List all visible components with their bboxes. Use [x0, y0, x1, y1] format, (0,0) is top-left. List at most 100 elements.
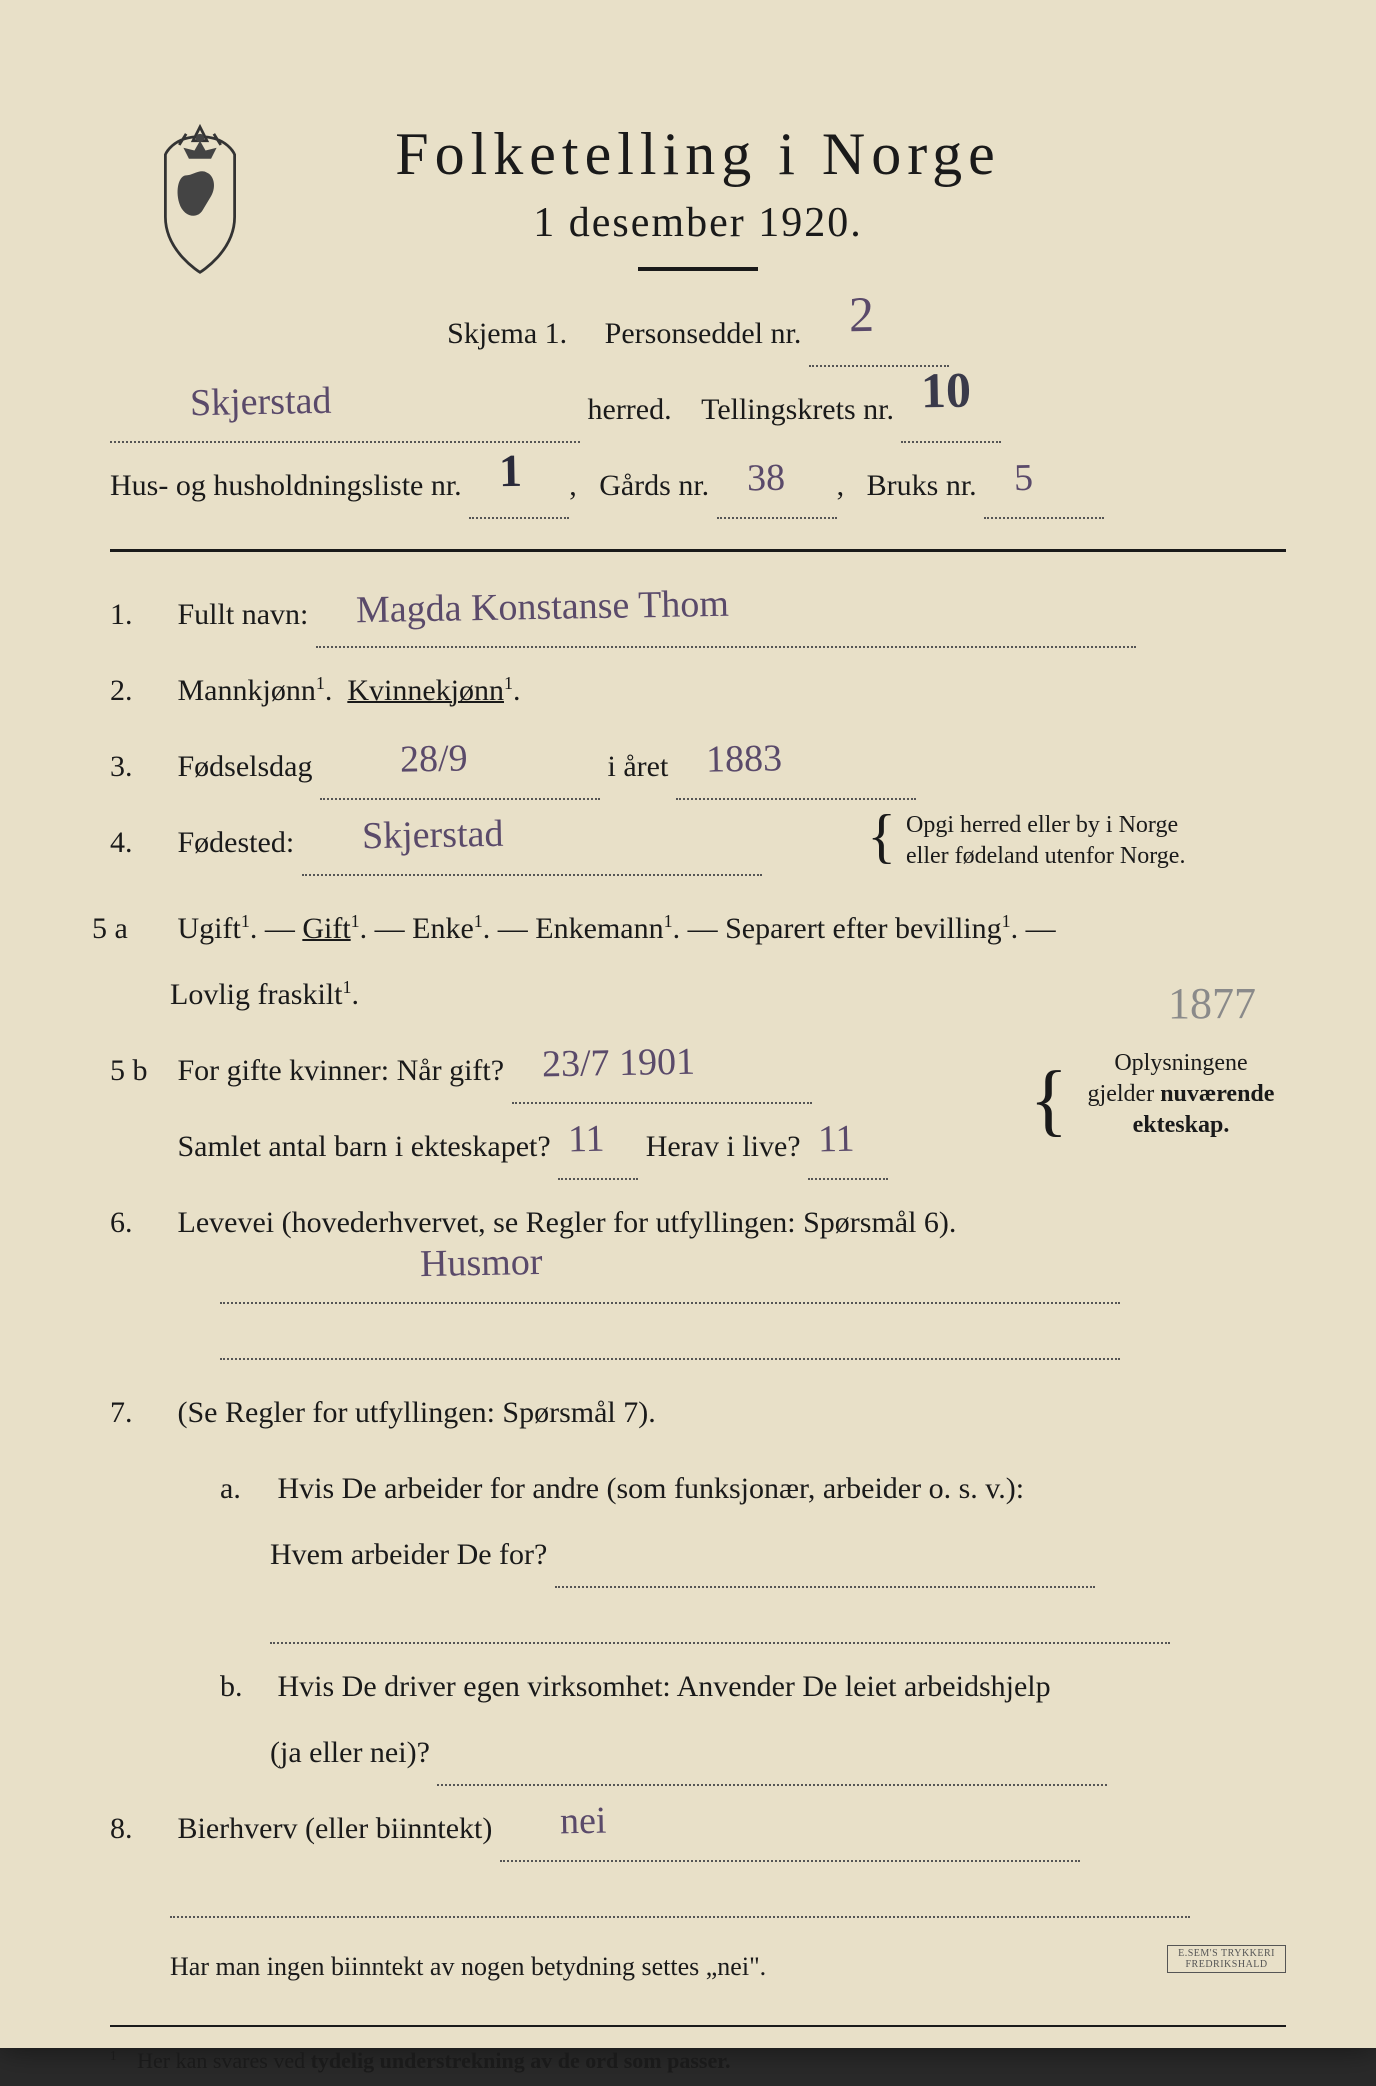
q7a-label1: Hvis De arbeider for andre (som funksjon…	[278, 1472, 1025, 1505]
q3-year: 1883	[705, 718, 782, 803]
footnote-num: 1	[110, 2048, 117, 2063]
q1-num: 1.	[110, 582, 170, 648]
q6-label: Levevei (hovederhvervet, se Regler for u…	[178, 1206, 957, 1239]
q4-side-b: eller fødeland utenfor Norge.	[906, 843, 1185, 869]
q3-num: 3.	[110, 734, 170, 800]
sup-5a-2: 1	[351, 911, 360, 931]
q5a-opt3: Enke	[412, 912, 474, 945]
personseddel-label: Personseddel nr.	[605, 317, 802, 350]
main-title: Folketelling i Norge	[110, 120, 1286, 189]
q1-value: Magda Konstanse Thom	[355, 563, 729, 653]
q7a-blank-line	[270, 1588, 1170, 1644]
husliste-label: Hus- og husholdningsliste nr.	[110, 469, 462, 502]
herred-label: herred.	[588, 393, 672, 426]
gards-value: 38	[746, 437, 785, 521]
line-skjema: Skjema 1. Personseddel nr. 2	[110, 301, 1286, 367]
form-body: Skjema 1. Personseddel nr. 2 Skjerstad h…	[110, 301, 1286, 2086]
q5b-field-c: 11	[808, 1142, 888, 1180]
sup-5a-4: 1	[664, 911, 673, 931]
q6-value: Husmor	[419, 1221, 543, 1307]
coat-of-arms-icon	[130, 120, 270, 300]
printer-mark: E.SEM'S TRYKKERI FREDRIKSHALD	[1167, 1945, 1286, 1973]
husliste-field: 1	[469, 481, 569, 519]
printer-line2: FREDRIKSHALD	[1186, 1959, 1268, 1970]
q3-mid: i året	[608, 750, 669, 783]
q5b-field-b: 11	[558, 1142, 638, 1180]
title-area: Folketelling i Norge 1 desember 1920.	[110, 120, 1286, 271]
q7-line: 7. (Se Regler for utfyllingen: Spørsmål …	[110, 1380, 1286, 1446]
q4-side-a: Opgi herred eller by i Norge	[906, 812, 1178, 838]
q5a-opt1: Ugift	[178, 912, 241, 945]
q8-value: nei	[559, 1780, 607, 1864]
q1-label: Fullt navn:	[178, 598, 309, 631]
q6-answer-line: Husmor	[110, 1266, 1286, 1360]
q5b-label-c: Herav i live?	[646, 1130, 801, 1163]
q5b-field-a: 23/7 1901	[512, 1066, 812, 1104]
q2-sup1: 1	[316, 673, 325, 693]
q4-field: Skjerstad	[302, 838, 762, 876]
q5b-label-a: For gifte kvinner: Når gift?	[178, 1054, 505, 1087]
q7a-num: a.	[220, 1456, 270, 1522]
sup-5a-1: 1	[241, 911, 250, 931]
q7b-label2: (ja eller nei)?	[220, 1736, 430, 1769]
husliste-value: 1	[498, 420, 523, 522]
bruks-label: Bruks nr.	[867, 469, 977, 502]
q5b-line1: 5 b For gifte kvinner: Når gift? 23/7 19…	[110, 1038, 1286, 1104]
q5a-line: 5 a Ugift1. — Gift1. — Enke1. — Enkemann…	[110, 896, 1286, 1028]
q7b-field	[437, 1748, 1107, 1786]
q6-field: Husmor	[220, 1266, 1120, 1304]
q6-blank-line	[220, 1304, 1120, 1360]
q3-label: Fødselsdag	[178, 750, 313, 783]
q7a-label2: Hvem arbeider De for?	[220, 1538, 547, 1571]
title-rule	[638, 267, 758, 271]
footnote: 1 Her kan svares ved tydelig understrekn…	[110, 2025, 1286, 2085]
q5a-opt6: Lovlig fraskilt	[110, 978, 342, 1011]
q5a-opt4: Enkemann	[535, 912, 663, 945]
census-form-page: Folketelling i Norge 1 desember 1920. Sk…	[0, 0, 1376, 2048]
q5b-num: 5 b	[110, 1038, 170, 1104]
herred-value: Skjerstad	[189, 360, 332, 446]
q5b-side-b: gjelder nuværende	[1088, 1081, 1275, 1107]
q5a-opt5: Separert efter bevilling	[725, 912, 1002, 945]
gards-label: Gårds nr.	[599, 469, 709, 502]
q5b-value-c: 11	[817, 1098, 855, 1182]
q3-day: 28/9	[399, 718, 468, 803]
skjema-label: Skjema 1.	[447, 317, 567, 350]
bruks-field: 5	[984, 481, 1104, 519]
tellingskrets-value: 10	[921, 335, 973, 446]
q4-line: 4. Fødested: Skjerstad { Opgi herred ell…	[110, 810, 1286, 876]
q7a-block: a. Hvis De arbeider for andre (som funks…	[110, 1456, 1286, 1644]
divider-top	[110, 549, 1286, 552]
q3-line: 3. Fødselsdag 28/9 i året 1883	[110, 734, 1286, 800]
q5b-side-a: Oplysningene	[1114, 1050, 1247, 1076]
printer-line1: E.SEM'S TRYKKERI	[1178, 1948, 1275, 1959]
sup-5a-3: 1	[474, 911, 483, 931]
q8-line: 8. Bierhverv (eller biinntekt) nei	[110, 1796, 1286, 1918]
q2-num: 2.	[110, 658, 170, 724]
bruks-value: 5	[1013, 437, 1033, 521]
q1-field: Magda Konstanse Thom	[316, 610, 1136, 648]
q8-num: 8.	[110, 1796, 170, 1862]
q7a-field	[555, 1550, 1095, 1588]
q5b-label-b: Samlet antal barn i ekteskapet?	[178, 1130, 551, 1163]
q7b-label1: Hvis De driver egen virksomhet: Anvender…	[278, 1670, 1051, 1703]
q8-field: nei	[500, 1824, 1080, 1862]
q7b-num: b.	[220, 1654, 270, 1720]
q4-num: 4.	[110, 810, 170, 876]
q6-num: 6.	[110, 1190, 170, 1256]
subtitle: 1 desember 1920.	[110, 199, 1286, 247]
q8-label: Bierhverv (eller biinntekt)	[178, 1812, 493, 1845]
tellingskrets-field: 10	[901, 405, 1001, 443]
q5b-value-b: 11	[567, 1098, 605, 1182]
brace-icon-q4: {	[867, 806, 896, 866]
q2-kvinne: Kvinnekjønn	[347, 674, 504, 707]
q7-label: (Se Regler for utfyllingen: Spørsmål 7).	[178, 1396, 656, 1429]
footer-note: Har man ingen biinntekt av nogen betydni…	[110, 1938, 1286, 1995]
q2-mann: Mannkjønn	[178, 674, 316, 707]
q2-sup2: 1	[504, 673, 513, 693]
sup-5a-5: 1	[1002, 911, 1011, 931]
line-husliste: Hus- og husholdningsliste nr. 1 , Gårds …	[110, 453, 1286, 519]
line-herred: Skjerstad herred. Tellingskrets nr. 10	[110, 377, 1286, 443]
q3-year-field: 1883	[676, 762, 916, 800]
q4-sidenote: Opgi herred eller by i Norge eller fødel…	[906, 810, 1286, 872]
